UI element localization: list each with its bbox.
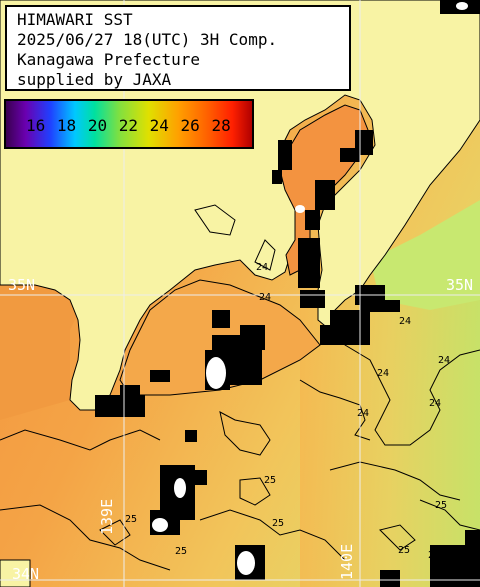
title-line-1: HIMAWARI SST [17,10,133,29]
legend-label-18: 18 [56,116,77,135]
color-legend: 16 18 20 22 24 26 28 [4,99,254,149]
title-line-2: 2025/06/27 18(UTC) 3H Comp. [17,30,278,49]
legend-label-24: 24 [149,116,169,135]
nodata-holes [152,2,468,575]
lon-label-139e: 139E [98,498,116,535]
lat-label-35n-right: 35N [446,276,474,294]
contour-label: 24 [428,550,441,561]
title-line-4: supplied by JAXA [17,70,172,89]
lon-label-140e: 140E [338,543,356,580]
contour-label: 25 [398,545,411,556]
title-box: HIMAWARI SST 2025/06/27 18(UTC) 3H Comp.… [5,5,351,91]
contour-label: 24 [377,368,390,379]
contour-label: 24 [259,292,272,303]
lat-label-35n-left: 35N [8,276,36,294]
title-line-3: Kanagawa Prefecture [17,50,201,69]
contour-label: 24 [357,408,370,419]
contour-label: 24 [438,355,451,366]
lat-label-34n: 34N [12,565,40,583]
legend-label-22: 22 [118,116,138,135]
legend-label-26: 26 [180,116,200,135]
contour-label: 25 [175,546,188,557]
contour-label: 24 [256,262,269,273]
contour-label: 25 [125,514,138,525]
contour-label: 25 [264,475,277,486]
legend-label-20: 20 [87,116,108,135]
contour-label: 25 [272,518,285,529]
legend-label-16: 16 [26,116,46,135]
legend-label-28: 28 [211,116,231,135]
legend-labels: 16 18 20 22 24 26 28 [26,116,231,135]
contour-label: 24 [399,316,412,327]
contour-label: 25 [435,500,448,511]
contour-label: 24 [429,398,442,409]
sea-east-cool [370,200,480,310]
